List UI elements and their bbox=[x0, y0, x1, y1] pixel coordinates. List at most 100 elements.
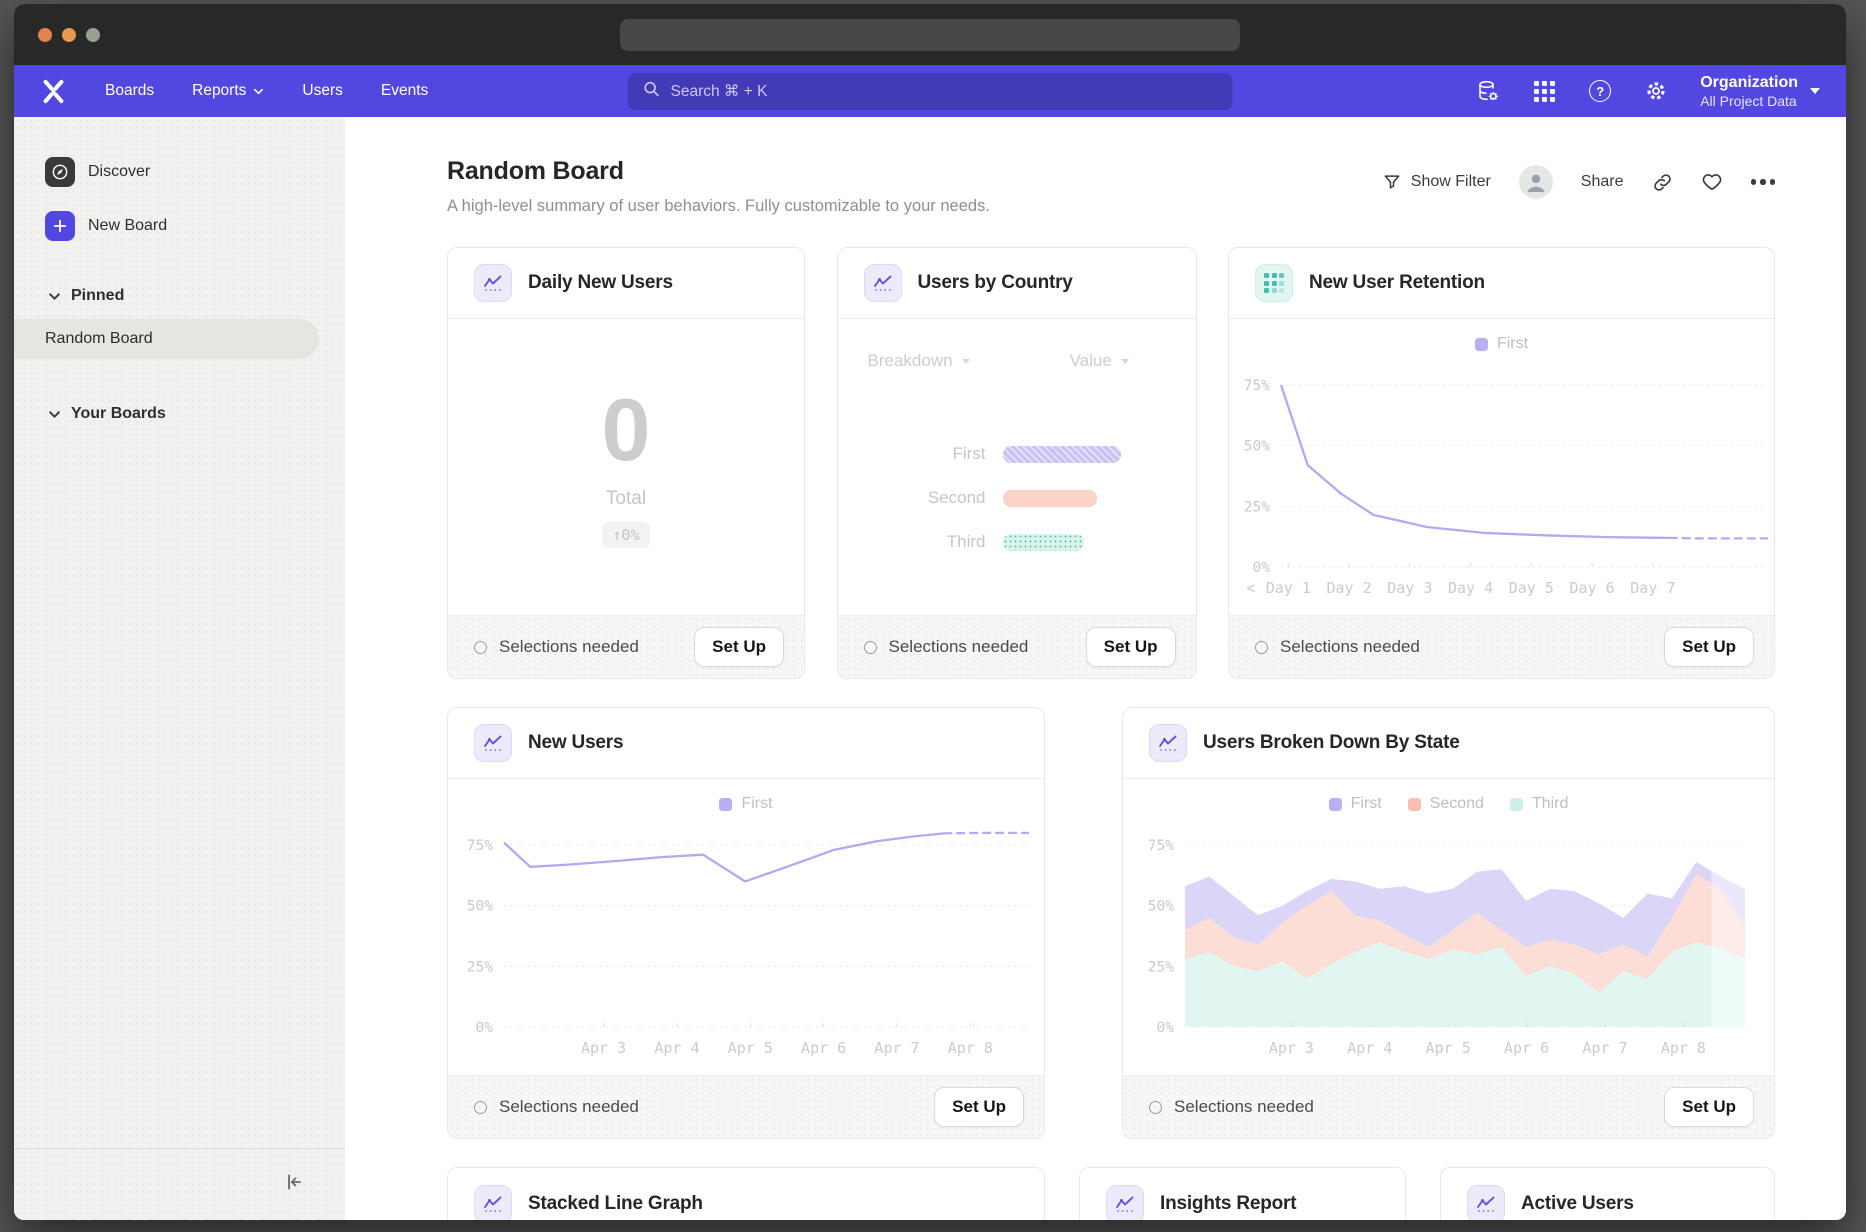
window-minimize-button[interactable] bbox=[62, 28, 76, 42]
svg-text:Day 5: Day 5 bbox=[1509, 579, 1554, 597]
svg-text:75%: 75% bbox=[467, 838, 493, 854]
card-stacked-line-graph: Stacked Line Graph bbox=[447, 1167, 1045, 1220]
chevron-down-icon bbox=[48, 408, 61, 421]
chevron-down-icon bbox=[48, 290, 61, 303]
favorite-button[interactable] bbox=[1701, 171, 1723, 193]
window-zoom-button[interactable] bbox=[86, 28, 100, 42]
page-title: Random Board bbox=[447, 157, 990, 186]
board-header: Random Board A high-level summary of use… bbox=[447, 157, 1775, 216]
sidebar-item-new-board[interactable]: New Board bbox=[14, 203, 345, 249]
help-icon[interactable]: ? bbox=[1588, 79, 1612, 103]
set-up-button[interactable]: Set Up bbox=[1086, 627, 1176, 667]
svg-text:Apr 4: Apr 4 bbox=[654, 1039, 699, 1057]
nav-link-users[interactable]: Users bbox=[302, 82, 342, 100]
svg-text:Apr 3: Apr 3 bbox=[1269, 1039, 1314, 1057]
chart-icon bbox=[474, 724, 512, 762]
sidebar-section-pinned[interactable]: Pinned bbox=[14, 287, 345, 305]
chart-icon bbox=[1467, 1185, 1505, 1221]
legend-item-first[interactable]: First bbox=[1329, 795, 1382, 813]
sidebar-item-random-board[interactable]: Random Board bbox=[14, 319, 319, 359]
sidebar-item-discover[interactable]: Discover bbox=[14, 149, 345, 195]
sidebar-section-your-boards[interactable]: Your Boards bbox=[14, 405, 345, 423]
share-button[interactable]: Share bbox=[1581, 173, 1624, 191]
legend-swatch bbox=[1329, 798, 1342, 811]
nav-link-events[interactable]: Events bbox=[381, 82, 428, 100]
breakdown-dropdown[interactable]: Breakdown bbox=[868, 351, 970, 371]
set-up-button[interactable]: Set Up bbox=[694, 627, 784, 667]
legend-swatch bbox=[1408, 798, 1421, 811]
metric-value: 0 bbox=[602, 386, 651, 474]
card-title: Users Broken Down By State bbox=[1203, 732, 1460, 754]
set-up-button[interactable]: Set Up bbox=[1664, 1087, 1754, 1127]
new-users-line-chart: 75%50%25%0%Apr 3Apr 4Apr 5Apr 6Apr 7Apr … bbox=[448, 815, 1044, 1067]
nav-link-label: Events bbox=[381, 82, 428, 100]
legend-item-second[interactable]: Second bbox=[1408, 795, 1484, 813]
heart-icon bbox=[1701, 171, 1723, 193]
nav-link-boards[interactable]: Boards bbox=[105, 82, 154, 100]
card-title: Stacked Line Graph bbox=[528, 1193, 703, 1215]
copy-link-button[interactable] bbox=[1652, 172, 1673, 193]
nav-link-reports[interactable]: Reports bbox=[192, 82, 264, 100]
legend-swatch bbox=[1510, 798, 1523, 811]
nav-link-label: Boards bbox=[105, 82, 154, 100]
legend-item-first[interactable]: First bbox=[1475, 335, 1528, 353]
collapse-sidebar-icon[interactable] bbox=[283, 1171, 305, 1198]
bar bbox=[1003, 534, 1084, 551]
traffic-lights bbox=[38, 28, 100, 42]
bar-label: Second bbox=[838, 488, 986, 508]
legend-item-first[interactable]: First bbox=[719, 795, 772, 813]
search-input[interactable]: Search ⌘ + K bbox=[628, 73, 1233, 110]
chart-icon bbox=[1106, 1185, 1144, 1221]
status-text: Selections needed bbox=[474, 637, 639, 657]
metric-change-badge: ↑0% bbox=[602, 522, 649, 548]
svg-text:Apr 6: Apr 6 bbox=[801, 1039, 846, 1057]
status-circle-icon bbox=[474, 641, 487, 654]
stacked-area-chart: 75%50%25%0%Apr 3Apr 4Apr 5Apr 6Apr 7Apr … bbox=[1123, 815, 1774, 1067]
svg-text:50%: 50% bbox=[467, 899, 493, 915]
country-row-third: Third bbox=[838, 532, 1196, 552]
metric-label: Total bbox=[606, 488, 646, 510]
set-up-button[interactable]: Set Up bbox=[934, 1087, 1024, 1127]
filter-funnel-icon bbox=[1382, 172, 1402, 192]
svg-text:Apr 6: Apr 6 bbox=[1504, 1039, 1549, 1057]
card-new-user-retention: New User Retention First 75%50%25%0%<Day… bbox=[1228, 247, 1775, 679]
org-switcher[interactable]: Organization All Project Data bbox=[1700, 73, 1820, 109]
apps-grid-icon[interactable] bbox=[1532, 79, 1556, 103]
svg-text:Day 7: Day 7 bbox=[1630, 579, 1675, 597]
search-icon bbox=[643, 80, 661, 103]
data-management-icon[interactable] bbox=[1476, 79, 1500, 103]
card-title: New User Retention bbox=[1309, 272, 1485, 294]
bar-label: First bbox=[838, 444, 986, 464]
legend-label: Third bbox=[1532, 795, 1568, 813]
svg-text:Apr 7: Apr 7 bbox=[874, 1039, 919, 1057]
avatar[interactable] bbox=[1519, 165, 1553, 199]
main-content: Random Board A high-level summary of use… bbox=[345, 117, 1846, 1220]
legend-item-third[interactable]: Third bbox=[1510, 795, 1568, 813]
share-label: Share bbox=[1581, 173, 1624, 191]
chevron-down-icon bbox=[1121, 359, 1129, 364]
chevron-down-icon bbox=[962, 359, 970, 364]
card-users-by-country: Users by Country Breakdown Value bbox=[837, 247, 1197, 679]
svg-text:Day 3: Day 3 bbox=[1387, 579, 1432, 597]
window-close-button[interactable] bbox=[38, 28, 52, 42]
value-dropdown[interactable]: Value bbox=[1070, 351, 1129, 371]
svg-text:Apr 5: Apr 5 bbox=[1426, 1039, 1471, 1057]
legend-label: Second bbox=[1430, 795, 1484, 813]
sidebar-section-label: Pinned bbox=[71, 287, 124, 305]
svg-text:0%: 0% bbox=[1157, 1020, 1175, 1036]
svg-text:0%: 0% bbox=[476, 1020, 494, 1036]
mixpanel-logo[interactable] bbox=[40, 78, 67, 105]
card-title: Active Users bbox=[1521, 1193, 1634, 1215]
link-icon bbox=[1652, 172, 1673, 193]
country-row-second: Second bbox=[838, 488, 1196, 508]
search-placeholder: Search ⌘ + K bbox=[671, 82, 768, 101]
settings-gear-icon[interactable] bbox=[1644, 79, 1668, 103]
legend-label: First bbox=[741, 795, 772, 813]
svg-text:25%: 25% bbox=[1148, 959, 1174, 975]
browser-url-bar[interactable] bbox=[620, 19, 1240, 51]
more-options-button[interactable] bbox=[1751, 179, 1776, 185]
show-filter-button[interactable]: Show Filter bbox=[1382, 172, 1491, 192]
plus-icon bbox=[45, 211, 75, 241]
bar bbox=[1003, 446, 1121, 463]
set-up-button[interactable]: Set Up bbox=[1664, 627, 1754, 667]
